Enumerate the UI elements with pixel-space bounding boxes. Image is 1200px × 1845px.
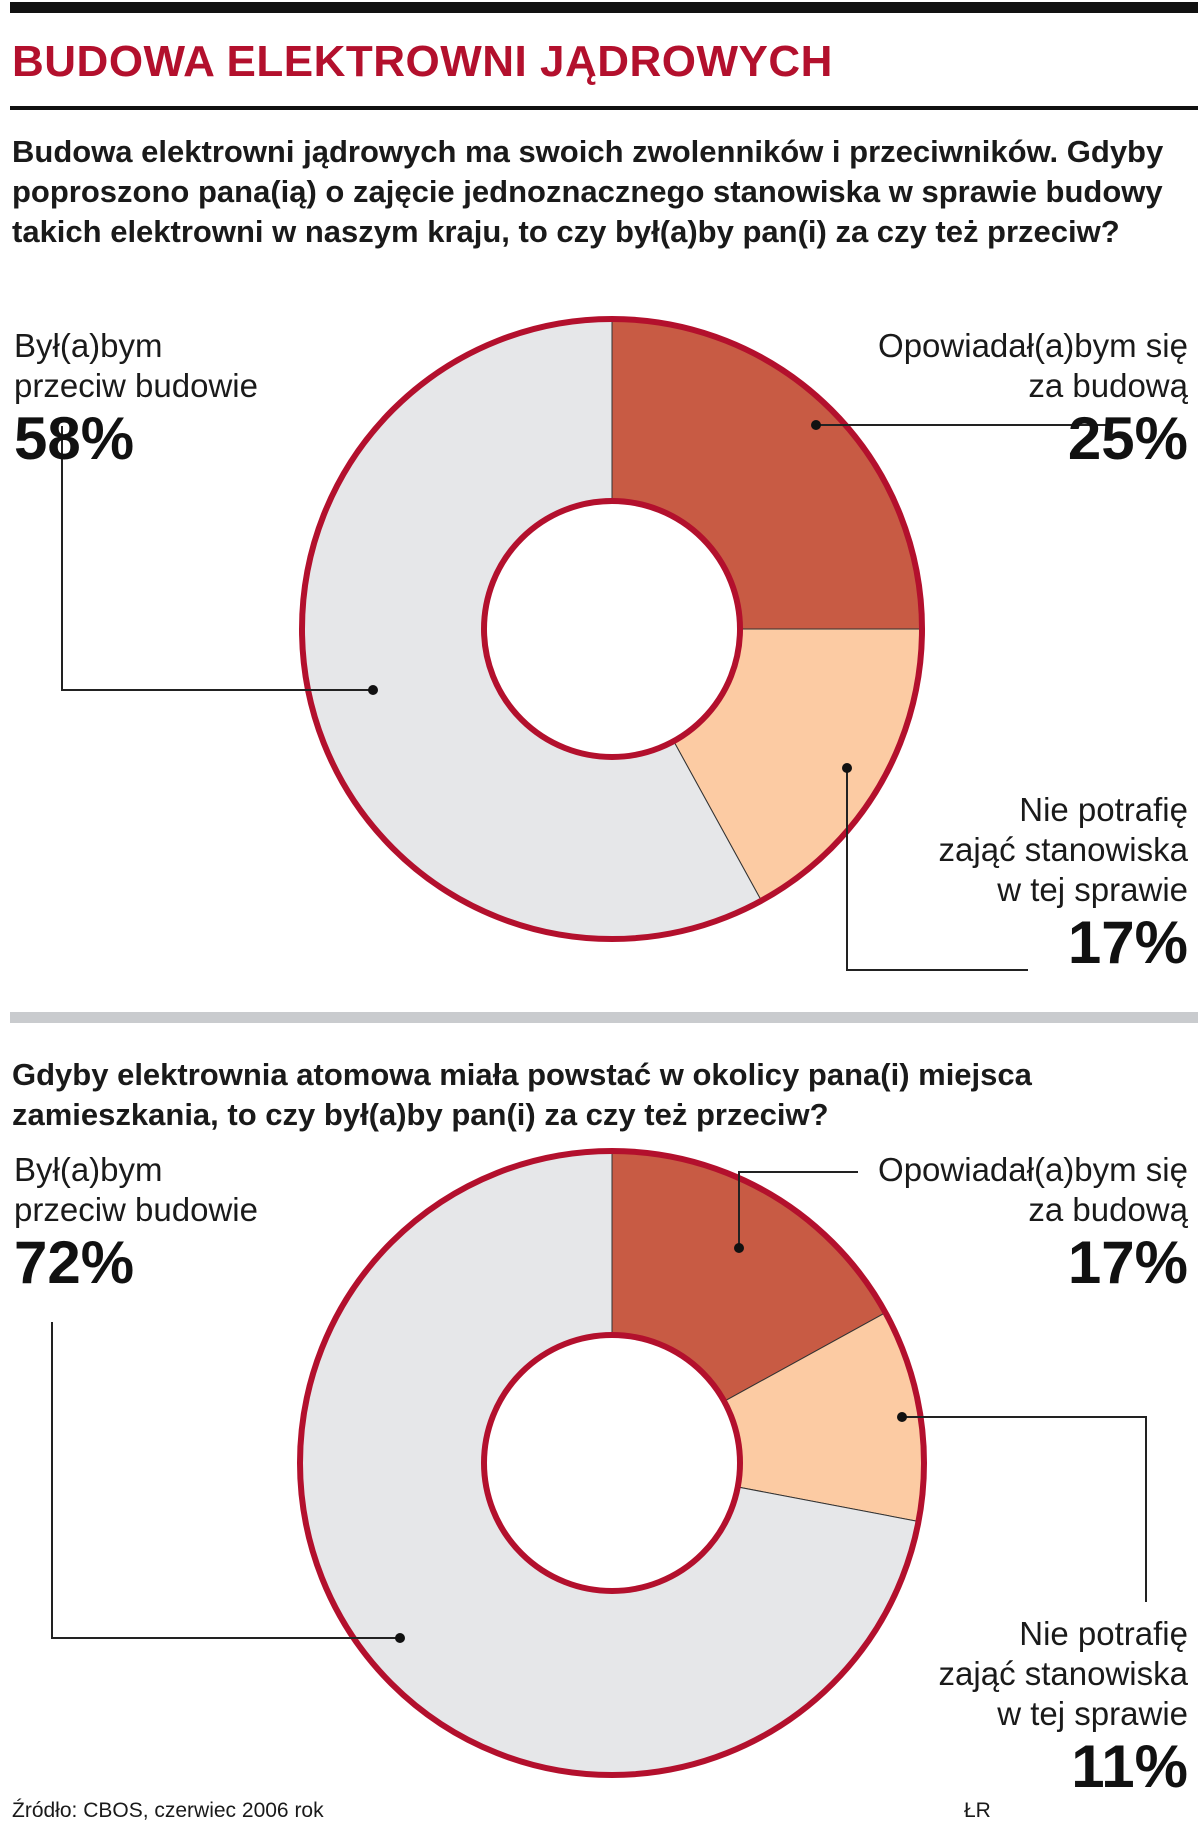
chart-1-label-nie-wiem-line-3: w tej sprawie bbox=[997, 871, 1188, 908]
chart-2-leader-za bbox=[738, 1171, 858, 1248]
chart-1-leader-za bbox=[816, 424, 1113, 426]
author-credit: ŁR bbox=[964, 1799, 991, 1822]
section-divider bbox=[10, 1012, 1198, 1023]
chart-1-inner-ring bbox=[481, 498, 743, 760]
chart-2-leader-nie-wiem bbox=[902, 1416, 1147, 1602]
chart-2-label-za-line-2: za budową bbox=[1028, 1191, 1188, 1228]
chart-1-label-przeciw: Był(a)bym przeciw budowie 58% bbox=[14, 326, 258, 472]
donut-chart-2 bbox=[51, 1148, 1147, 1778]
chart-2-value-za: 17% bbox=[1067, 1229, 1188, 1296]
chart-2-leader-dot-za bbox=[734, 1243, 744, 1253]
chart-2-label-nie-wiem-line-2: zająć stanowiska bbox=[938, 1655, 1188, 1692]
chart-1-leader-dot-przeciw bbox=[368, 685, 378, 695]
chart-1-leader-nie-wiem bbox=[846, 768, 1028, 971]
chart-2-label-przeciw-line-1: Był(a)bym bbox=[14, 1151, 163, 1188]
top-rule bbox=[10, 2, 1198, 13]
title-rule bbox=[10, 106, 1198, 110]
chart-2-label-przeciw: Był(a)bym przeciw budowie 72% bbox=[14, 1150, 258, 1296]
chart-1-value-nie-wiem: 17% bbox=[1067, 909, 1188, 976]
chart-1-label-za-line-2: za budową bbox=[1028, 367, 1188, 404]
chart-1-outer-ring bbox=[299, 316, 925, 942]
chart-1-label-za: Opowiadał(a)bym się za budową 25% bbox=[878, 326, 1188, 472]
chart-2-inner-ring bbox=[481, 1332, 743, 1594]
chart-2-label-nie-wiem: Nie potrafię zająć stanowiska w tej spra… bbox=[939, 1614, 1188, 1800]
chart-1-leader-przeciw bbox=[61, 426, 373, 691]
chart-1-label-nie-wiem: Nie potrafię zająć stanowiska w tej spra… bbox=[939, 790, 1188, 976]
chart-2-label-nie-wiem-line-3: w tej sprawie bbox=[997, 1695, 1188, 1732]
chart-1-question: Budowa elektrowni jądrowych ma swoich zw… bbox=[12, 134, 1164, 249]
chart-2-leader-dot-nie-wiem bbox=[897, 1412, 907, 1422]
chart-2-value-nie-wiem: 11% bbox=[1071, 1733, 1188, 1800]
chart-1-value-za: 25% bbox=[1067, 405, 1188, 472]
chart-2-value-przeciw: 72% bbox=[14, 1229, 135, 1296]
chart-2-label-za: Opowiadał(a)bym się za budową 17% bbox=[878, 1150, 1188, 1296]
chart-1-label-nie-wiem-line-1: Nie potrafię bbox=[1019, 791, 1188, 828]
page-title: BUDOWA ELEKTROWNI JĄDROWYCH bbox=[12, 37, 833, 86]
chart-2-outer-ring bbox=[297, 1148, 927, 1778]
chart-2-label-przeciw-line-2: przeciw budowie bbox=[14, 1191, 258, 1228]
chart-2-leader-przeciw bbox=[51, 1322, 400, 1639]
source-note: Źródło: CBOS, czerwiec 2006 rok bbox=[12, 1799, 324, 1822]
chart-1-leader-dot-nie-wiem bbox=[842, 763, 852, 773]
chart-1-leader-dot-za bbox=[811, 420, 821, 430]
chart-2-label-nie-wiem-line-1: Nie potrafię bbox=[1019, 1615, 1188, 1652]
chart-2-question: Gdyby elektrownia atomowa miała powstać … bbox=[12, 1057, 1032, 1132]
chart-1-label-przeciw-line-2: przeciw budowie bbox=[14, 367, 258, 404]
chart-2-label-za-line-1: Opowiadał(a)bym się bbox=[878, 1151, 1188, 1188]
chart-1-label-przeciw-line-1: Był(a)bym bbox=[14, 327, 163, 364]
chart-1-label-nie-wiem-line-2: zająć stanowiska bbox=[938, 831, 1188, 868]
donut-chart-1 bbox=[61, 316, 1113, 971]
chart-1-label-za-line-1: Opowiadał(a)bym się bbox=[878, 327, 1188, 364]
chart-2-leader-dot-przeciw bbox=[395, 1633, 405, 1643]
chart-1-value-przeciw: 58% bbox=[14, 405, 135, 472]
